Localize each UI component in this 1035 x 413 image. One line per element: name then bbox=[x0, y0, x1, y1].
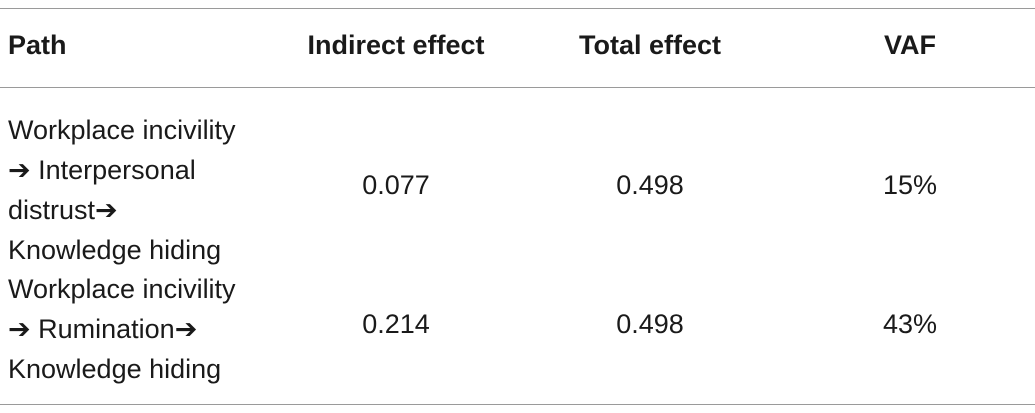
path-cell: Workplace incivility ➔ Interpersonal dis… bbox=[8, 110, 268, 270]
vaf-value: 15% bbox=[882, 170, 938, 200]
total-effect-value: 0.498 bbox=[616, 309, 684, 339]
header-path: Path bbox=[8, 30, 67, 60]
header-total-effect: Total effect bbox=[578, 30, 722, 60]
path-line: Workplace incivility bbox=[8, 274, 236, 304]
table-bottom-rule bbox=[0, 404, 1035, 405]
vaf-value: 43% bbox=[882, 309, 938, 339]
path-line: ➔ Interpersonal bbox=[8, 155, 196, 185]
table-top-rule bbox=[0, 8, 1035, 9]
table-header-row: Path Indirect effect Total effect VAF bbox=[0, 30, 1035, 70]
path-line: Knowledge hiding bbox=[8, 354, 222, 384]
path-line: Workplace incivility bbox=[8, 115, 236, 145]
path-cell: Workplace incivility ➔ Rumination➔ Knowl… bbox=[8, 269, 268, 389]
indirect-effect-value: 0.077 bbox=[362, 170, 430, 200]
table-row: Workplace incivility ➔ Interpersonal dis… bbox=[0, 110, 1035, 268]
path-line: distrust➔ bbox=[8, 195, 118, 225]
header-indirect-effect: Indirect effect bbox=[307, 30, 485, 60]
table-header-rule bbox=[0, 87, 1035, 88]
header-vaf: VAF bbox=[884, 30, 936, 60]
path-line: Knowledge hiding bbox=[8, 235, 222, 265]
total-effect-value: 0.498 bbox=[616, 170, 684, 200]
path-line: ➔ Rumination➔ bbox=[8, 314, 198, 344]
indirect-effect-value: 0.214 bbox=[362, 309, 430, 339]
table-row: Workplace incivility ➔ Rumination➔ Knowl… bbox=[0, 269, 1035, 387]
